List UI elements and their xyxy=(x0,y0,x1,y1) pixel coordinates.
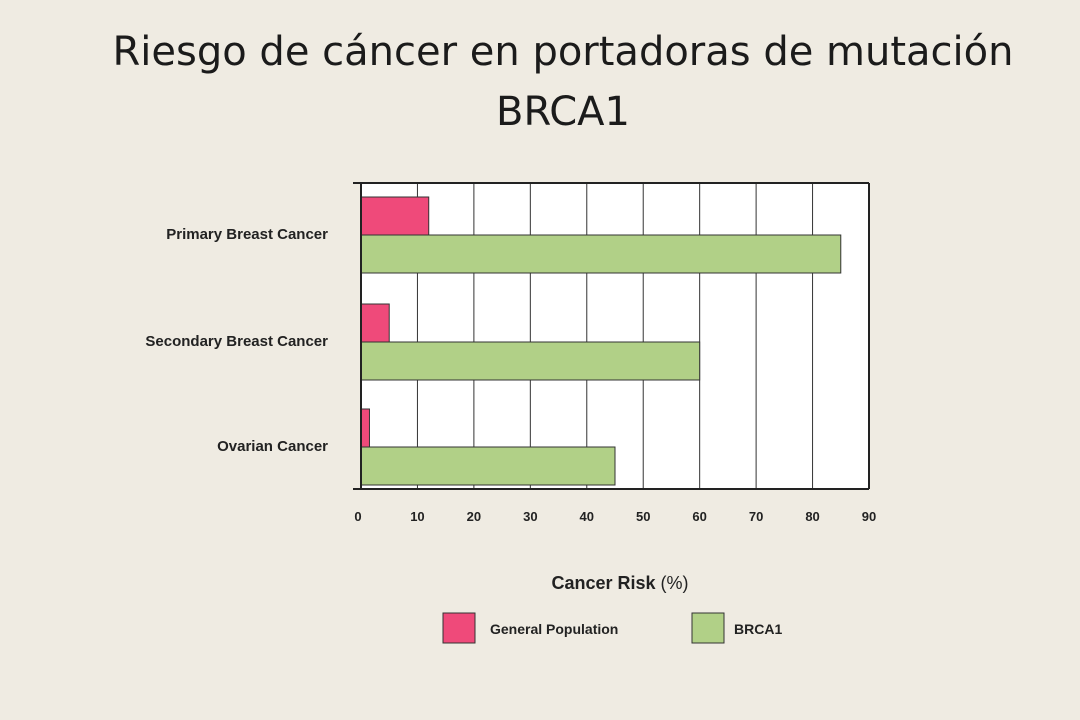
x-tick-label-20: 20 xyxy=(467,509,481,524)
category-labels: Primary Breast Cancer Secondary Breast Ca… xyxy=(145,226,328,455)
slide-title: Riesgo de cáncer en portadoras de mutaci… xyxy=(0,22,1080,142)
x-tick-label-30: 30 xyxy=(523,509,537,524)
legend-label-general-population: General Population xyxy=(490,621,618,637)
x-tick-label-60: 60 xyxy=(692,509,706,524)
slide-title-line-1: Riesgo de cáncer en portadoras de mutaci… xyxy=(112,29,1014,75)
x-tick-label-10: 10 xyxy=(410,509,424,524)
x-tick-label-80: 80 xyxy=(805,509,819,524)
x-tick-label-70: 70 xyxy=(749,509,763,524)
x-axis-title: Cancer Risk (%) xyxy=(551,573,688,593)
legend-swatch-general-population xyxy=(442,612,476,644)
x-tick-label-90: 90 xyxy=(862,509,876,524)
bar-brca1-primary-breast-cancer xyxy=(360,234,842,274)
legend: General Population BRCA1 xyxy=(442,612,782,644)
grid-lines xyxy=(416,183,870,489)
bars xyxy=(360,196,842,486)
bar-brca1-secondary-breast-cancer xyxy=(360,341,701,381)
bar-general-population-secondary-breast-cancer xyxy=(360,303,390,343)
x-tick-label-0: 0 xyxy=(354,509,361,524)
category-label: Primary Breast Cancer xyxy=(166,226,328,243)
bar-brca1-ovarian-cancer xyxy=(360,446,616,486)
category-label: Secondary Breast Cancer xyxy=(145,333,328,350)
x-tick-label-40: 40 xyxy=(580,509,594,524)
plot-background xyxy=(361,183,869,489)
slide-title-line-2: BRCA1 xyxy=(496,89,630,135)
category-label: Ovarian Cancer xyxy=(217,438,328,455)
axes xyxy=(353,182,870,490)
x-tick-labels: 0 10 20 30 40 50 60 70 80 90 xyxy=(354,509,876,524)
x-tick-label-50: 50 xyxy=(636,509,650,524)
legend-swatch-brca1 xyxy=(691,612,725,644)
legend-label-brca1: BRCA1 xyxy=(734,621,782,637)
bar-general-population-primary-breast-cancer xyxy=(360,196,430,236)
bar-general-population-ovarian-cancer xyxy=(360,408,370,448)
